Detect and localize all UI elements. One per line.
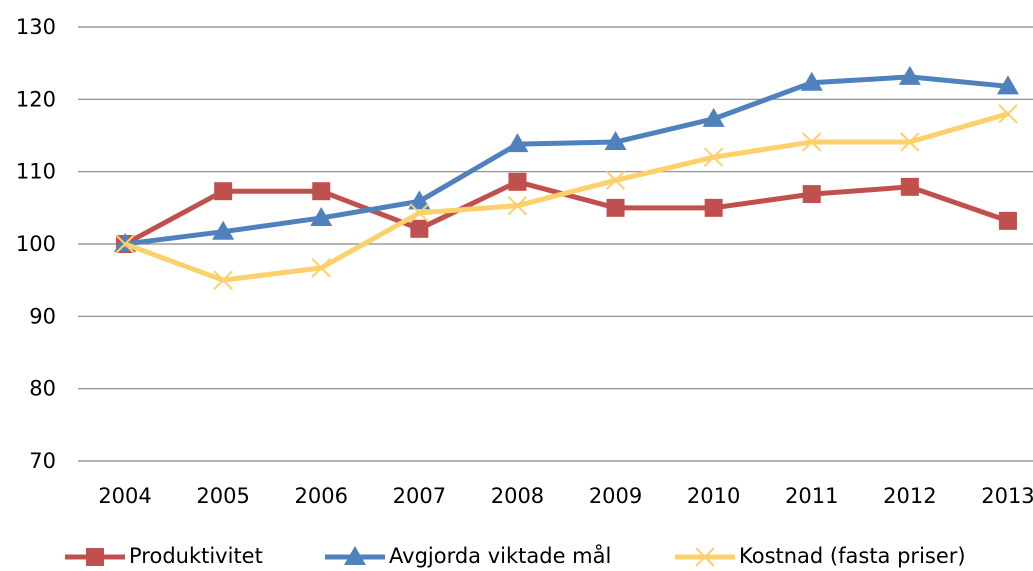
marker bbox=[695, 547, 715, 567]
legend-label: Avgjorda viktade mål bbox=[389, 543, 611, 568]
marker bbox=[409, 203, 430, 223]
marker bbox=[311, 258, 331, 278]
marker bbox=[214, 182, 233, 201]
series-line bbox=[124, 111, 1009, 283]
marker bbox=[312, 182, 331, 201]
marker bbox=[900, 177, 919, 196]
marker bbox=[606, 198, 625, 217]
x-tick-label: 2011 bbox=[785, 484, 838, 508]
marker bbox=[212, 220, 235, 240]
legend-label: Kostnad (fasta priser) bbox=[739, 544, 966, 568]
marker bbox=[998, 211, 1017, 230]
marker bbox=[507, 195, 528, 216]
marker bbox=[115, 234, 135, 254]
marker bbox=[213, 270, 233, 290]
y-tick-label: 120 bbox=[16, 87, 56, 111]
y-tick-label: 90 bbox=[29, 304, 56, 328]
marker bbox=[408, 190, 431, 210]
x-tick-label: 2009 bbox=[589, 484, 642, 508]
marker bbox=[410, 219, 429, 238]
x-tick-label: 2004 bbox=[98, 484, 151, 508]
y-tick-label: 110 bbox=[16, 160, 56, 184]
marker bbox=[344, 546, 366, 565]
y-tick-label: 100 bbox=[16, 232, 56, 256]
marker bbox=[802, 132, 822, 152]
marker bbox=[310, 206, 333, 226]
marker bbox=[802, 185, 821, 204]
marker bbox=[704, 198, 723, 217]
marker bbox=[800, 71, 823, 91]
marker bbox=[898, 65, 921, 85]
marker bbox=[703, 147, 724, 167]
marker bbox=[508, 172, 527, 191]
marker bbox=[702, 107, 725, 127]
x-tick-label: 2007 bbox=[393, 484, 446, 508]
y-tick-label: 130 bbox=[16, 15, 56, 39]
marker bbox=[996, 75, 1019, 95]
marker bbox=[605, 170, 626, 191]
x-tick-label: 2005 bbox=[196, 484, 249, 508]
y-tick-label: 70 bbox=[29, 449, 56, 473]
y-tick-label: 80 bbox=[29, 377, 56, 401]
marker bbox=[998, 104, 1018, 124]
x-tick-label: 2012 bbox=[883, 484, 936, 508]
x-tick-label: 2010 bbox=[687, 484, 740, 508]
x-tick-label: 2008 bbox=[491, 484, 544, 508]
x-tick-label: 2006 bbox=[295, 484, 348, 508]
series-line bbox=[124, 74, 1009, 247]
legend-label: Produktivitet bbox=[129, 544, 263, 568]
x-tick-label: 2013 bbox=[981, 484, 1033, 508]
marker bbox=[900, 132, 920, 152]
marker bbox=[506, 133, 529, 153]
marker bbox=[604, 131, 627, 151]
marker bbox=[86, 548, 104, 566]
